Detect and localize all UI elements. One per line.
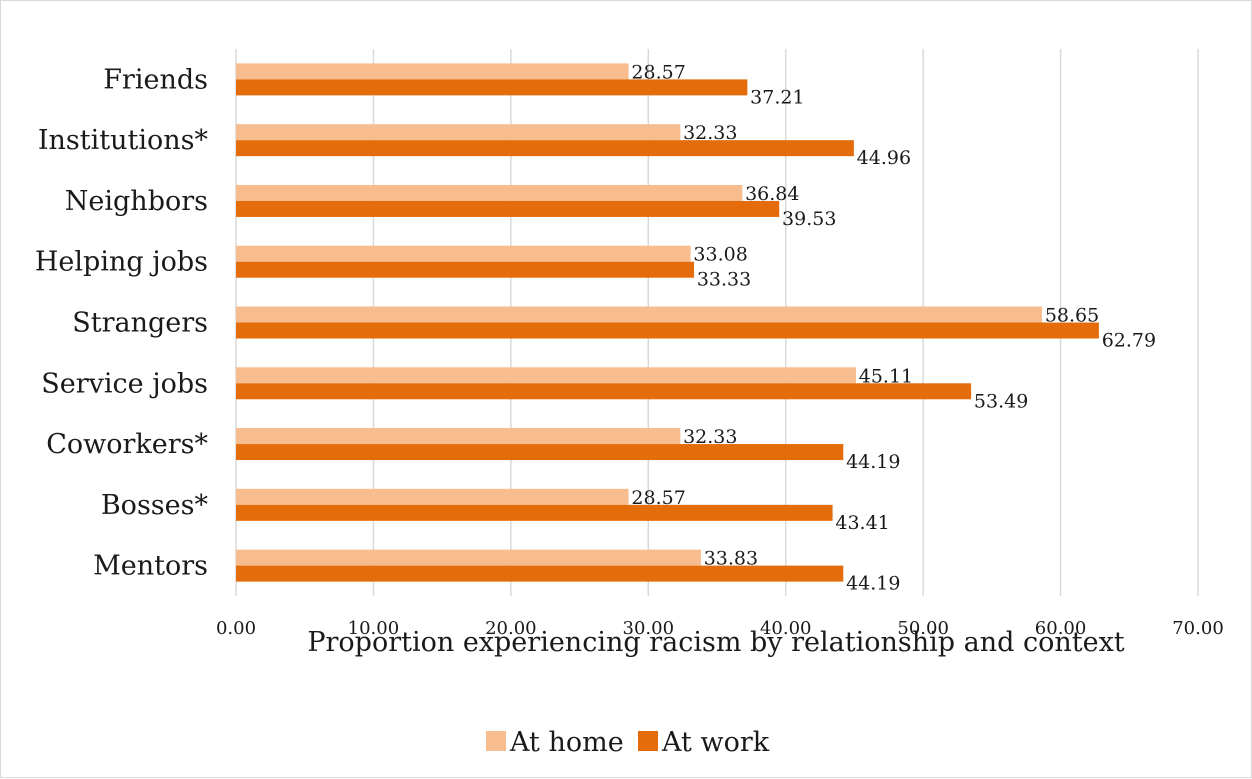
bar-at-work-strangers xyxy=(236,322,1099,339)
category-labels: Friends Institutions* Neighbors Helping job… xyxy=(35,64,209,581)
data-label-at-work-service-jobs: 53.49 xyxy=(974,390,1028,412)
bar-at-work-mentors xyxy=(236,565,844,582)
bar-at-work-institutions xyxy=(236,140,854,157)
x-tick-label: 70.00 xyxy=(1172,618,1224,639)
data-label-at-work-coworkers: 44.19 xyxy=(846,451,900,473)
bar-at-home-bosses xyxy=(236,488,629,505)
category-label-institutions: Institutions* xyxy=(38,125,209,156)
legend-swatch-at-home xyxy=(486,731,506,751)
data-label-at-home-strangers: 58.65 xyxy=(1045,305,1099,327)
bars xyxy=(236,63,1099,582)
data-label-at-work-institutions: 44.96 xyxy=(857,147,911,169)
category-label-friends: Friends xyxy=(103,64,208,95)
data-label-at-work-neighbors: 39.53 xyxy=(782,208,836,230)
data-label-at-work-helping-jobs: 33.33 xyxy=(697,269,751,291)
x-tick-label: 50.00 xyxy=(897,618,949,639)
category-label-service-jobs: Service jobs xyxy=(41,368,208,399)
data-label-at-home-mentors: 33.83 xyxy=(704,548,758,570)
x-axis-title: Proportion experiencing racism by relati… xyxy=(307,627,1124,658)
data-label-at-home-coworkers: 32.33 xyxy=(683,426,737,448)
data-label-at-work-friends: 37.21 xyxy=(750,86,804,108)
data-label-at-home-bosses: 28.57 xyxy=(631,487,685,509)
bar-at-work-service-jobs xyxy=(236,383,972,400)
bar-at-home-service-jobs xyxy=(236,367,856,384)
category-label-strangers: Strangers xyxy=(72,308,208,339)
bar-at-home-neighbors xyxy=(236,184,743,201)
category-label-helping-jobs: Helping jobs xyxy=(35,247,208,278)
legend: At home At work xyxy=(486,727,770,758)
x-tick-label: 60.00 xyxy=(1035,618,1087,639)
data-label-at-home-friends: 28.57 xyxy=(631,61,685,83)
bar-at-work-friends xyxy=(236,79,748,96)
x-tick-label: 0.00 xyxy=(216,618,256,639)
x-tick-label: 10.00 xyxy=(348,618,400,639)
data-label-at-work-mentors: 44.19 xyxy=(846,573,900,595)
category-label-mentors: Mentors xyxy=(93,551,208,582)
data-labels: 28.57 37.21 32.33 44.96 36.84 39.53 33.08 33.33… xyxy=(631,61,1156,594)
legend-label-at-home: At home xyxy=(509,727,624,758)
bar-at-work-helping-jobs xyxy=(236,261,695,278)
category-label-bosses: Bosses* xyxy=(101,490,209,521)
bar-at-home-mentors xyxy=(236,549,701,566)
legend-swatch-at-work xyxy=(638,731,658,751)
bar-at-work-neighbors xyxy=(236,200,780,217)
bar-at-home-strangers xyxy=(236,306,1043,323)
bar-at-home-coworkers xyxy=(236,428,681,445)
data-label-at-work-bosses: 43.41 xyxy=(835,512,889,534)
x-tick-labels: 0.00 10.00 20.00 30.00 40.00 50.00 60.00 70.00 xyxy=(216,618,1224,639)
data-label-at-home-institutions: 32.33 xyxy=(683,122,737,144)
data-label-at-home-service-jobs: 45.11 xyxy=(859,365,913,387)
bar-at-home-friends xyxy=(236,63,629,80)
bar-at-work-bosses xyxy=(236,504,833,521)
category-label-coworkers: Coworkers* xyxy=(46,429,208,460)
x-tick-label: 30.00 xyxy=(623,618,675,639)
bar-at-work-coworkers xyxy=(236,444,844,461)
data-label-at-work-strangers: 62.79 xyxy=(1102,330,1156,352)
x-tick-label: 20.00 xyxy=(485,618,537,639)
x-tick-label: 40.00 xyxy=(760,618,812,639)
legend-label-at-work: At work xyxy=(661,727,770,758)
data-label-at-home-neighbors: 36.84 xyxy=(745,183,799,205)
bar-at-home-helping-jobs xyxy=(236,245,691,262)
data-label-at-home-helping-jobs: 33.08 xyxy=(693,244,747,266)
bar-at-home-institutions xyxy=(236,124,681,141)
category-label-neighbors: Neighbors xyxy=(65,186,208,217)
